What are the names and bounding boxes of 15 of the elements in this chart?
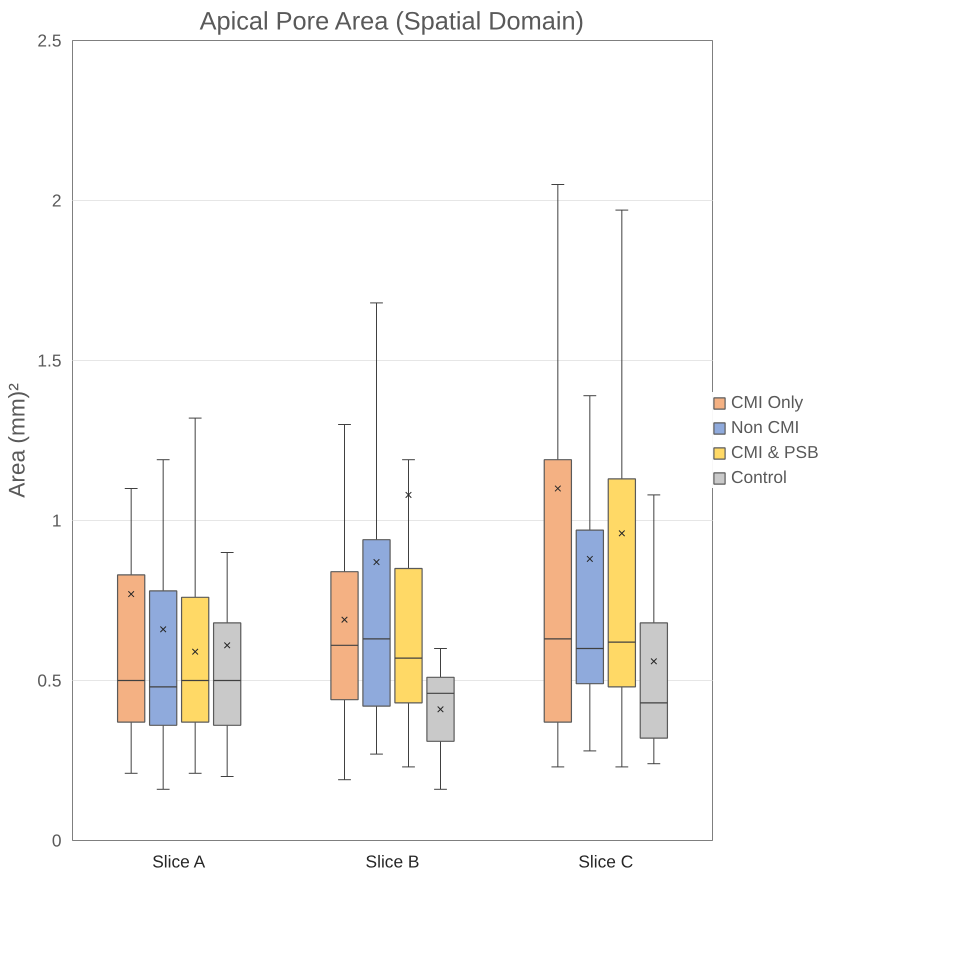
y-tick-label: 2 bbox=[52, 190, 62, 210]
y-tick-label: 1 bbox=[52, 510, 62, 530]
legend-label: Control bbox=[731, 467, 787, 488]
y-axis-title: Area (mm)² bbox=[3, 382, 30, 498]
y-tick-label: 0 bbox=[52, 830, 62, 850]
legend-label: CMI Only bbox=[731, 392, 804, 413]
chart-title: Apical Pore Area (Spatial Domain) bbox=[200, 8, 584, 36]
x-tick-label: Slice C bbox=[578, 852, 634, 872]
y-tick-label: 2.5 bbox=[37, 30, 62, 50]
x-tick-label: Slice B bbox=[366, 852, 420, 872]
legend-label: CMI & PSB bbox=[731, 442, 819, 463]
y-tick-label: 0.5 bbox=[37, 670, 62, 690]
y-tick-label: 1.5 bbox=[37, 350, 62, 370]
x-tick-label: Slice A bbox=[152, 852, 206, 872]
legend-label: Non CMI bbox=[731, 417, 800, 438]
